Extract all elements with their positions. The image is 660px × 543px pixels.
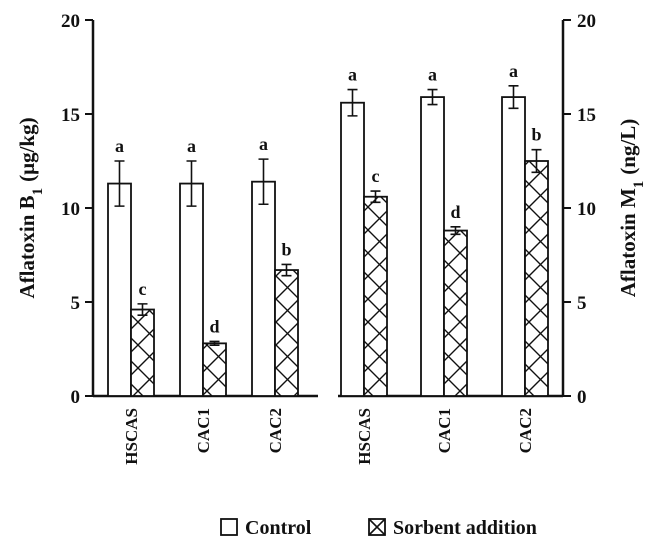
- left-error-hscas-sorbent: [137, 303, 148, 316]
- left-category-label-cac2: CAC2: [266, 408, 285, 453]
- right-category-label-cac2: CAC2: [516, 408, 535, 453]
- right-y-tick-label-2: 10: [577, 199, 596, 220]
- right-y-axis-title: Aflatoxin M1(ng/L): [616, 119, 647, 298]
- right-error-cac1-sorbent: [450, 226, 461, 236]
- left-sig-label-cac2-sorbent: b: [281, 239, 291, 259]
- right-sig-label-hscas-control: a: [348, 65, 357, 85]
- left-sig-label-hscas-control: a: [115, 136, 124, 156]
- legend: Control Sorbent addition: [220, 517, 537, 539]
- right-y-tick-label-1: 5: [577, 293, 587, 314]
- right-y-tick-label-0: 0: [577, 387, 587, 408]
- right-error-cac2-control: [508, 85, 519, 110]
- left-error-cac1-control: [186, 160, 197, 207]
- left-sig-label-cac1-sorbent: d: [209, 316, 219, 336]
- legend-swatch-control: [220, 518, 238, 536]
- right-bar-hscas-sorbent: [363, 195, 388, 397]
- left-bar-cac1-control: [179, 182, 204, 397]
- right-sig-label-cac2-control: a: [509, 61, 518, 81]
- left-bar-hscas-sorbent: [130, 308, 155, 397]
- left-category-label-cac1: CAC1: [194, 408, 213, 453]
- right-y-tick-label-4: 20: [577, 11, 596, 32]
- right-bar-cac1-sorbent: [443, 229, 468, 397]
- legend-label-control: Control: [245, 517, 312, 539]
- left-y-tick-label-2: 10: [61, 199, 80, 220]
- right-y-tick-label-3: 15: [577, 105, 596, 126]
- left-error-cac2-control: [258, 158, 269, 206]
- left-bar-cac1-sorbent: [202, 342, 227, 397]
- right-bar-hscas-control: [340, 101, 365, 397]
- left-bar-hscas-control: [107, 182, 132, 397]
- left-y-tick-label-4: 20: [61, 11, 80, 32]
- right-error-hscas-control: [347, 88, 358, 117]
- right-sig-label-cac1-sorbent: d: [450, 202, 460, 222]
- left-error-cac1-sorbent: [209, 340, 220, 347]
- left-sig-label-cac2-control: a: [259, 134, 268, 154]
- right-sig-label-hscas-sorbent: c: [372, 166, 380, 186]
- right-category-label-hscas: HSCAS: [355, 408, 374, 465]
- right-bar-cac1-control: [420, 96, 445, 397]
- left-y-axis-title: Aflatoxin B1(μg/kg): [15, 117, 46, 298]
- left-error-hscas-control: [114, 160, 125, 207]
- right-error-cac2-sorbent: [531, 148, 542, 174]
- left-sig-label-cac1-control: a: [187, 136, 196, 156]
- right-error-cac1-control: [427, 88, 438, 106]
- left-y-tick-label-3: 15: [61, 105, 80, 126]
- left-error-cac2-sorbent: [281, 263, 292, 277]
- left-category-label-hscas: HSCAS: [122, 408, 141, 465]
- right-bar-cac2-control: [501, 96, 526, 397]
- right-sig-label-cac1-control: a: [428, 65, 437, 85]
- right-category-label-cac1: CAC1: [435, 408, 454, 453]
- legend-label-sorbent: Sorbent addition: [393, 517, 537, 539]
- right-bar-cac2-sorbent: [524, 160, 549, 397]
- left-bar-cac2-control: [251, 180, 276, 397]
- left-y-tick-label-1: 5: [71, 293, 81, 314]
- legend-swatch-sorbent-hatch: [368, 518, 386, 536]
- left-y-tick-label-0: 0: [71, 387, 81, 408]
- left-bar-cac2-sorbent: [274, 269, 299, 397]
- left-sig-label-hscas-sorbent: c: [139, 279, 147, 299]
- right-error-hscas-sorbent: [370, 190, 381, 204]
- right-sig-label-cac2-sorbent: b: [531, 125, 541, 145]
